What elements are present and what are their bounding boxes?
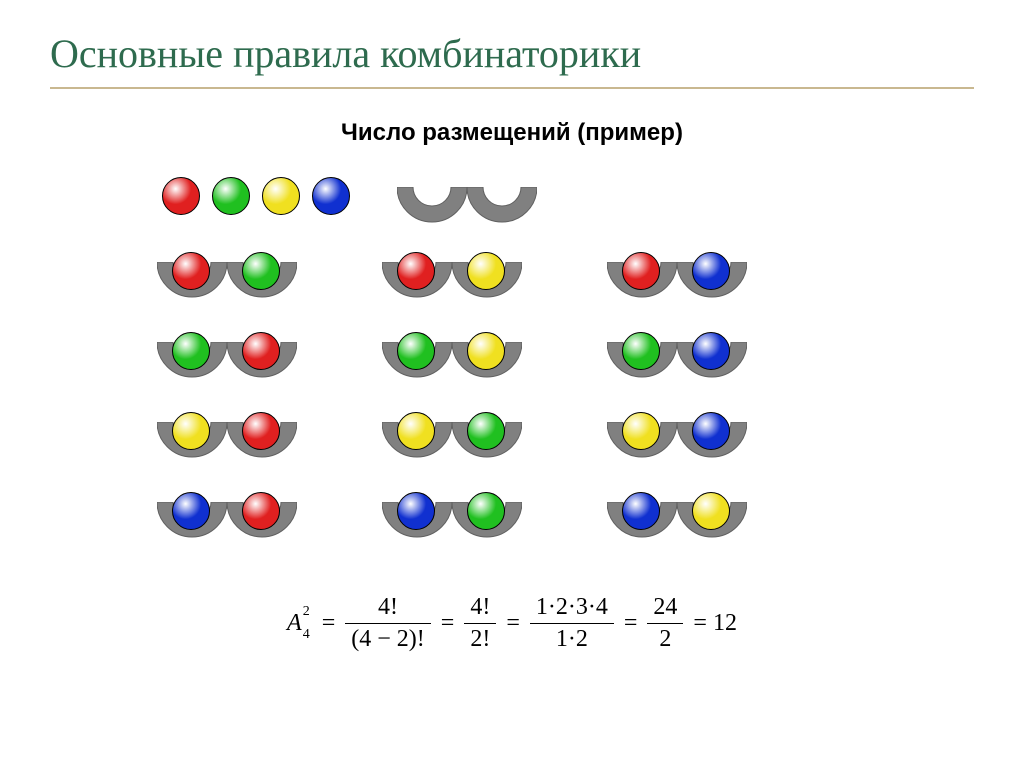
yellow-ball <box>397 412 435 450</box>
cup-icon <box>467 187 537 225</box>
yellow-ball <box>622 412 660 450</box>
red-ball <box>242 412 280 450</box>
subtitle: Число размещений (пример) <box>50 119 974 147</box>
red-ball <box>397 252 435 290</box>
blue-ball <box>172 492 210 530</box>
green-ball <box>212 177 250 215</box>
green-ball <box>622 332 660 370</box>
fraction: 242 <box>647 592 683 655</box>
formula-result: 12 <box>713 610 737 637</box>
equals-sign: = <box>322 610 336 637</box>
yellow-ball <box>467 332 505 370</box>
page-title: Основные правила комбинаторики <box>50 30 974 77</box>
cup-icon <box>397 187 467 225</box>
green-ball <box>242 252 280 290</box>
red-ball <box>242 332 280 370</box>
green-ball <box>467 492 505 530</box>
yellow-ball <box>262 177 300 215</box>
red-ball <box>162 177 200 215</box>
diagram-area <box>102 177 922 577</box>
red-ball <box>242 492 280 530</box>
fraction: 1·2·3·41·2 <box>530 592 614 655</box>
equals-sign: = <box>441 610 455 637</box>
fraction: 4!(4 − 2)! <box>345 592 431 655</box>
blue-ball <box>692 252 730 290</box>
fraction: 4!2! <box>464 592 496 655</box>
equals-sign: = <box>506 610 520 637</box>
green-ball <box>467 412 505 450</box>
red-ball <box>622 252 660 290</box>
equals-sign: = <box>693 610 707 637</box>
formula-variable: A42 <box>287 610 302 637</box>
blue-ball <box>312 177 350 215</box>
formula: A42=4!(4 − 2)!=4!2!=1·2·3·41·2=242=12 <box>50 592 974 655</box>
blue-ball <box>692 412 730 450</box>
yellow-ball <box>172 412 210 450</box>
blue-ball <box>692 332 730 370</box>
green-ball <box>172 332 210 370</box>
equals-sign: = <box>624 610 638 637</box>
title-underline <box>50 87 974 89</box>
slide: Основные правила комбинаторики Число раз… <box>0 0 1024 767</box>
yellow-ball <box>692 492 730 530</box>
blue-ball <box>397 492 435 530</box>
yellow-ball <box>467 252 505 290</box>
green-ball <box>397 332 435 370</box>
blue-ball <box>622 492 660 530</box>
red-ball <box>172 252 210 290</box>
